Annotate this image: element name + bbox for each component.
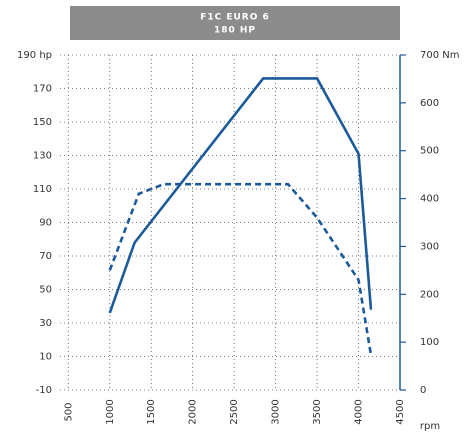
x-tick-label: 2500	[229, 399, 240, 424]
x-tick-label: 1000	[105, 399, 116, 424]
x-tick-label: 2000	[188, 399, 199, 424]
y-tick-label: 70	[39, 251, 52, 262]
y-tick-label: 30	[39, 318, 52, 329]
y2-tick-label: 300	[420, 241, 439, 252]
y-tick-label: 50	[39, 285, 52, 296]
chart-subtitle: 180 HP	[214, 26, 256, 36]
y2-tick-label: 700 Nm	[420, 50, 460, 61]
y-tick-label: 130	[33, 151, 52, 162]
y2-tick-label: 200	[420, 289, 439, 300]
y-tick-label: 110	[33, 184, 52, 195]
x-tick-label: 3000	[271, 399, 282, 424]
x-tick-label: 1500	[146, 399, 157, 424]
y2-tick-label: 600	[420, 98, 439, 109]
header-box	[70, 6, 400, 40]
y2-tick-label: 400	[420, 194, 439, 205]
y-tick-label: -10	[36, 385, 52, 396]
x-tick-label: 4000	[354, 399, 365, 424]
y-tick-label: 190 hp	[17, 50, 52, 61]
x-tick-label: 3500	[312, 399, 323, 424]
x-axis-label: rpm	[420, 421, 440, 432]
y-tick-label: 170	[33, 84, 52, 95]
data-line	[108, 182, 373, 356]
y-tick-label: 90	[39, 218, 52, 229]
y2-tick-label: 0	[420, 385, 426, 396]
data-line	[108, 77, 373, 314]
x-tick-label: 500	[63, 402, 74, 421]
y2-tick-label: 500	[420, 146, 439, 157]
y-tick-label: 150	[33, 117, 52, 128]
y-tick-label: 10	[39, 352, 52, 363]
chart-title: F1C EURO 6	[200, 13, 270, 23]
x-tick-label: 4500	[395, 399, 406, 424]
y2-tick-label: 100	[420, 337, 439, 348]
